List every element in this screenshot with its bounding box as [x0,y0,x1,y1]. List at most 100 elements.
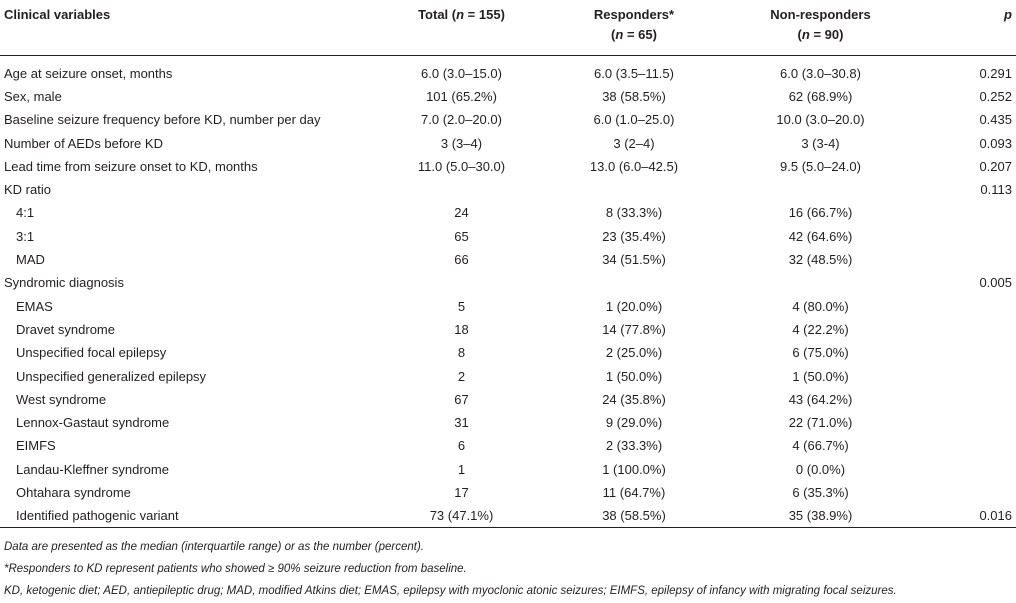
cell-responders: 23 (35.4%) [602,228,666,244]
cell-non-responders: 42 (64.6%) [788,228,853,244]
table-row: Ohtahara syndrome 17 11 (64.7%) 6 (35.3%) [0,481,1016,504]
cell-responders: 13.0 (6.0–42.5) [589,158,679,174]
cell-non-responders: 1 (50.0%) [792,368,849,384]
cell-p-value: 0.252 [979,88,1012,104]
cell-responders: 38 (58.5%) [602,88,666,104]
cell-total: 18 [454,321,469,337]
cell-p-value [925,248,1016,271]
cell-total: 8 [457,345,466,361]
cell-p-value [925,458,1016,481]
cell-total: 66 [454,252,469,268]
cell-p-value: 0.093 [979,135,1012,151]
row-label: Number of AEDs before KD [4,135,163,151]
cell-p-value: 0.016 [925,504,1016,529]
cell-total: 5 [457,298,466,314]
cell-responders [552,178,716,201]
row-label: Lennox-Gastaut syndrome [16,415,170,431]
table-row: Lennox-Gastaut syndrome 31 9 (29.0%) 22 (71… [0,411,1016,434]
cell-non-responders [716,178,925,201]
row-label: 4:1 [16,205,35,221]
cell-responders: 1 (50.0%) [605,368,663,384]
table-row: 3:1 65 23 (35.4%) 42 (64.6%) [0,225,1016,248]
cell-p-value [925,225,1016,248]
cell-non-responders: 16 (66.7%) [788,205,853,221]
header-non-responders: Non-responders (n = 90) [770,7,871,42]
clinical-variables-table: Clinical variables Total (n = 155) Respo… [0,0,1016,529]
cell-responders: 3 (2–4) [613,135,655,151]
row-label: KD ratio [4,182,51,198]
header-total: Total (n = 155) [418,7,505,22]
cell-non-responders [716,271,925,294]
cell-total: 67 [454,391,469,407]
cell-responders [552,271,716,294]
cell-total: 11.0 (5.0–30.0) [417,158,506,174]
cell-total: 6 [457,438,466,454]
cell-non-responders: 0 (0.0%) [795,461,846,477]
table-row: Baseline seizure frequency before KD, nu… [0,108,1016,131]
table-row: Age at seizure onset, months 6.0 (3.0–15.… [0,55,1016,85]
cell-p-value: 0.113 [980,182,1012,198]
cell-total: 2 [457,368,466,384]
cell-responders: 1 (20.0%) [605,298,663,314]
cell-responders: 14 (77.8%) [602,321,666,337]
cell-p-value [925,434,1016,457]
table-row: Syndromic diagnosis 0.005 [0,271,1016,294]
cell-total [371,178,552,201]
footnote-data-presentation: Data are presented as the median (interq… [4,541,424,553]
table-row: Identified pathogenic variant 73 (47.1%) 3… [0,504,1016,529]
footnote-responders: *Responders to KD represent patients who… [4,563,467,575]
row-label: Lead time from seizure onset to KD, mont… [4,158,258,174]
cell-non-responders: 43 (64.2%) [788,391,853,407]
cell-non-responders: 3 (3-4) [801,135,840,151]
row-label: EIMFS [16,438,56,454]
row-label: Ohtahara syndrome [16,484,131,500]
table-row: KD ratio 0.113 [0,178,1016,201]
table-row: Number of AEDs before KD 3 (3–4) 3 (2–4) 3 … [0,131,1016,154]
row-label: Unspecified focal epilepsy [16,345,167,361]
row-label: MAD [16,252,45,268]
cell-p-value [925,294,1016,317]
cell-responders: 6.0 (3.5–11.5) [594,65,674,81]
footnote-abbreviations: KD, ketogenic diet; AED, antiepileptic d… [4,585,897,597]
table-row: MAD 66 34 (51.5%) 32 (48.5%) [0,248,1016,271]
cell-responders: 2 (33.3%) [605,438,663,454]
cell-p-value [925,388,1016,411]
cell-non-responders: 6.0 (3.0–30.8) [780,65,861,81]
row-label: Unspecified generalized epilepsy [16,368,207,384]
row-label: Baseline seizure frequency before KD, nu… [4,112,321,128]
cell-responders: 24 (35.8%) [602,391,666,407]
cell-p-value: 0.291 [979,65,1012,81]
cell-responders: 9 (29.0%) [605,415,663,431]
cell-p-value: 0.207 [979,158,1012,174]
table-row: Unspecified generalized epilepsy 2 1 (50.0… [0,364,1016,387]
header-row: Clinical variables Total (n = 155) Respo… [0,0,1016,55]
table-row: Sex, male 101 (65.2%) 38 (58.5%) 62 (68.9%)… [0,85,1016,108]
cell-responders: 6.0 (1.0–25.0) [593,112,675,128]
cell-non-responders: 6 (35.3%) [792,484,849,500]
cell-p-value [925,411,1016,434]
table-row: 4:1 24 8 (33.3%) 16 (66.7%) [0,201,1016,224]
table-row: Landau-Kleffner syndrome 1 1 (100.0%) 0 (0.… [0,458,1016,481]
cell-total: 73 (47.1%) [371,504,552,529]
table-row: Lead time from seizure onset to KD, mont… [0,155,1016,178]
cell-non-responders: 22 (71.0%) [788,415,853,431]
cell-responders: 1 (100.0%) [602,461,666,477]
row-label: Dravet syndrome [16,321,115,337]
cell-non-responders: 32 (48.5%) [788,252,853,268]
row-label: Age at seizure onset, months [4,65,173,81]
cell-non-responders: 4 (66.7%) [792,438,849,454]
cell-p-value: 0.005 [979,275,1012,291]
table-row: Unspecified focal epilepsy 8 2 (25.0%) 6 (7… [0,341,1016,364]
row-label: West syndrome [16,391,107,407]
cell-total: 24 [454,205,469,221]
cell-non-responders: 6 (75.0%) [792,345,849,361]
cell-p-value [925,318,1016,341]
table-row: West syndrome 67 24 (35.8%) 43 (64.2%) [0,388,1016,411]
cell-non-responders: 35 (38.9%) [716,504,925,529]
cell-non-responders: 10.0 (3.0–20.0) [776,112,865,128]
cell-non-responders: 62 (68.9%) [788,88,853,104]
row-label: EMAS [16,298,53,314]
cell-total: 3 (3–4) [440,135,483,151]
row-label: Identified pathogenic variant [0,504,371,529]
